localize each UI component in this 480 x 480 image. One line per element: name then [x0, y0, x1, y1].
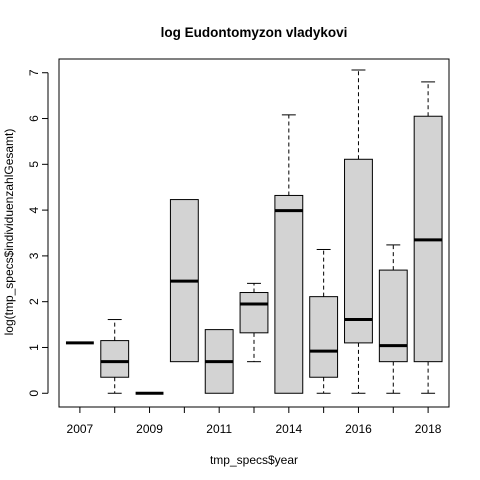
chart-title: log Eudontomyzon vladykovi — [161, 25, 348, 40]
box-2014 — [274, 114, 304, 394]
box-2015 — [309, 248, 339, 394]
x-axis-label: tmp_specs$year — [210, 453, 298, 467]
y-tick-label: 7 — [27, 69, 41, 76]
x-tick-label: 2011 — [206, 422, 232, 436]
box-2008 — [100, 319, 130, 394]
box-2011 — [204, 329, 234, 394]
box-body — [344, 158, 373, 344]
box-2016 — [344, 69, 373, 394]
box-2012 — [239, 282, 269, 363]
y-tick-label: 3 — [27, 252, 41, 259]
x-tick-label: 2016 — [345, 422, 372, 436]
box-body — [274, 194, 304, 394]
box-body — [100, 340, 130, 378]
y-tick-label: 6 — [27, 115, 41, 122]
y-axis: 0 1 2 3 4 5 6 7 — [27, 69, 49, 397]
box-body — [378, 269, 408, 363]
x-axis: 2007 2009 2011 2014 2016 2018 — [67, 406, 442, 436]
box-2010 — [169, 199, 199, 363]
x-tick-label: 2009 — [136, 422, 163, 436]
x-tick-label: 2014 — [275, 422, 302, 436]
box-2018 — [413, 81, 443, 394]
y-tick-label: 0 — [27, 390, 41, 397]
box-body — [309, 296, 339, 378]
x-tick-label: 2007 — [67, 422, 94, 436]
y-tick-label: 4 — [27, 206, 41, 213]
box-2017 — [378, 244, 408, 394]
y-tick-label: 5 — [27, 161, 41, 168]
y-tick-label: 1 — [27, 344, 41, 351]
x-tick-label: 2018 — [415, 422, 442, 436]
y-axis-label: log(tmp_specs$individuenzahlGesamt) — [2, 129, 16, 336]
box-body — [239, 292, 269, 334]
boxes — [65, 69, 443, 395]
y-tick-label: 2 — [27, 298, 41, 305]
